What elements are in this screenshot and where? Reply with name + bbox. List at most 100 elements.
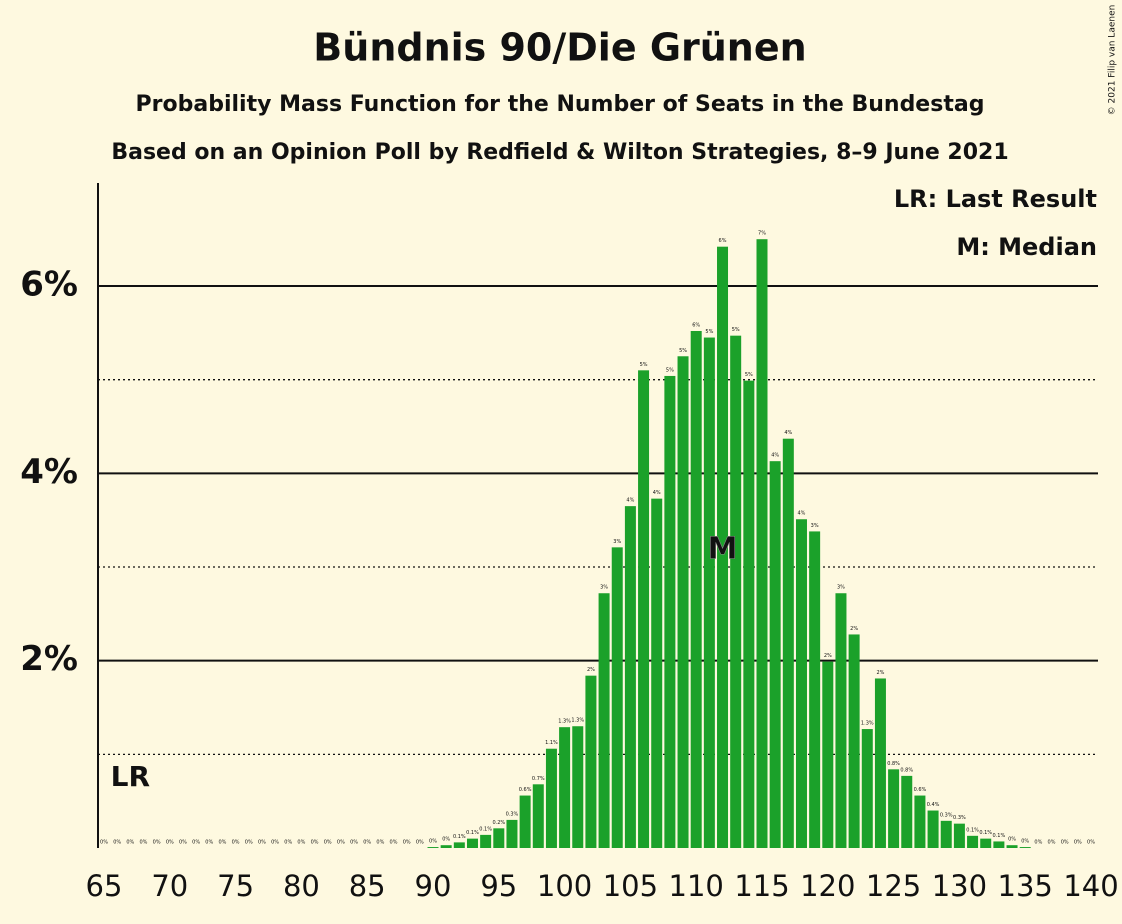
value-label: 0%: [1087, 840, 1095, 846]
value-label: 0%: [100, 840, 108, 846]
bar: [585, 675, 597, 848]
x-tick-label: 135: [998, 869, 1053, 903]
y-tick-label: 4%: [20, 452, 78, 492]
bar: [782, 438, 794, 848]
value-label: 3%: [811, 523, 819, 529]
value-label: 2%: [850, 626, 858, 632]
bar: [835, 593, 847, 848]
value-label: 4%: [771, 453, 779, 459]
value-label: 0%: [350, 840, 358, 846]
bar: [611, 547, 623, 848]
x-tick-label: 110: [669, 869, 724, 903]
value-label: 0.3%: [953, 815, 966, 821]
x-tick-label: 100: [537, 869, 592, 903]
bar: [440, 845, 452, 848]
value-label: 0.3%: [940, 812, 953, 818]
value-label: 0%: [284, 840, 292, 846]
bar: [769, 461, 781, 848]
value-label: 3%: [600, 585, 608, 591]
bar: [624, 506, 636, 848]
value-label: 0.1%: [993, 833, 1006, 839]
x-tick-label: 90: [415, 869, 452, 903]
bar: [1006, 845, 1018, 848]
value-label: 0%: [113, 840, 121, 846]
bar: [598, 593, 610, 848]
value-label: 0%: [179, 840, 187, 846]
value-label: 1.1%: [545, 740, 558, 746]
value-label: 0%: [1048, 840, 1056, 846]
value-label: 0%: [403, 840, 411, 846]
bar: [953, 823, 965, 848]
value-label: 0%: [442, 837, 450, 843]
value-label: 0.3%: [506, 811, 519, 817]
bar: [677, 356, 689, 848]
value-label: 0.2%: [492, 820, 505, 826]
value-label: 0.1%: [453, 834, 466, 840]
x-tick-label: 125: [866, 869, 921, 903]
median-marker: M: [708, 532, 738, 567]
bar: [888, 769, 900, 848]
bar: [703, 337, 715, 848]
value-label: 0%: [337, 840, 345, 846]
bar: [506, 819, 518, 848]
chart-title: Bündnis 90/Die Grünen: [313, 26, 806, 70]
x-tick-label: 105: [603, 869, 658, 903]
value-label: 0%: [1061, 840, 1069, 846]
x-tick-label: 120: [800, 869, 855, 903]
copyright: © 2021 Filip van Laenen: [1108, 5, 1118, 116]
value-label: 1.3%: [861, 721, 874, 727]
value-label: 0%: [205, 840, 213, 846]
bar: [453, 842, 465, 848]
bar: [717, 246, 729, 849]
x-tick-label: 70: [151, 869, 188, 903]
value-label: 3%: [837, 585, 845, 591]
value-label: 0%: [153, 840, 161, 846]
value-label: 0%: [390, 840, 398, 846]
value-label: 6%: [692, 322, 700, 328]
value-label: 0.4%: [927, 802, 940, 808]
value-label: 0%: [245, 840, 253, 846]
legend-entry: M: Median: [956, 233, 1097, 261]
bar: [861, 729, 873, 848]
bar: [545, 748, 557, 848]
value-label: 1.3%: [558, 719, 571, 725]
value-label: 0%: [363, 840, 371, 846]
value-label: 0.1%: [466, 830, 479, 836]
value-label: 5%: [705, 329, 713, 335]
bar: [690, 330, 702, 848]
value-label: 5%: [732, 327, 740, 333]
bar: [1019, 847, 1031, 848]
value-label: 5%: [679, 348, 687, 354]
value-label: 0%: [376, 840, 384, 846]
value-label: 0%: [1034, 840, 1042, 846]
bar: [848, 634, 860, 848]
bar: [809, 531, 821, 848]
bar: [822, 661, 834, 848]
value-label: 0%: [311, 840, 319, 846]
value-label: 2%: [587, 667, 595, 673]
x-tick-label: 85: [349, 869, 386, 903]
bar: [559, 727, 571, 848]
value-label: 6%: [719, 238, 727, 244]
value-label: 0%: [297, 840, 305, 846]
bar: [730, 335, 742, 848]
value-label: 0%: [232, 840, 240, 846]
value-label: 0%: [258, 840, 266, 846]
value-label: 0.1%: [479, 826, 492, 832]
value-label: 0%: [1074, 840, 1082, 846]
bar: [480, 834, 492, 848]
bar: [967, 835, 979, 848]
bar: [532, 784, 544, 848]
value-label: 7%: [758, 231, 766, 237]
value-label: 4%: [798, 511, 806, 517]
value-label: 5%: [666, 367, 674, 373]
value-label: 0%: [126, 840, 134, 846]
y-tick-label: 6%: [20, 265, 78, 305]
value-label: 0%: [166, 840, 174, 846]
x-tick-label: 140: [1063, 869, 1118, 903]
value-label: 0.8%: [900, 767, 913, 773]
bar: [743, 380, 755, 848]
source-note: Based on an Opinion Poll by Redfield & W…: [111, 140, 1008, 165]
